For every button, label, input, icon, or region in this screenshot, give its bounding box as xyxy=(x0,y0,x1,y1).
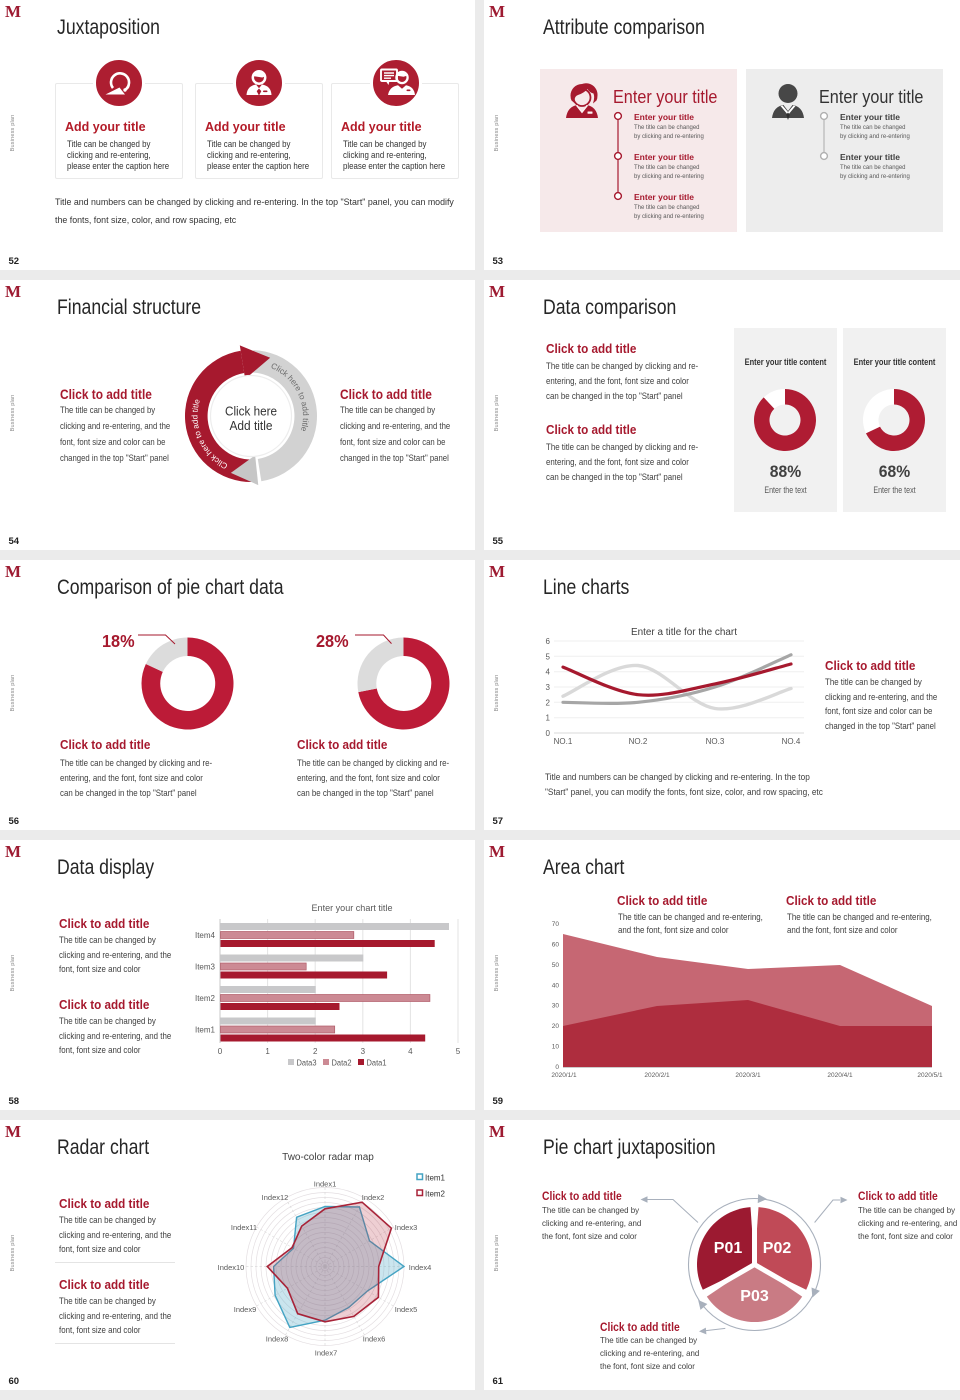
svg-text:P01: P01 xyxy=(714,1240,743,1257)
svg-text:Item4: Item4 xyxy=(195,931,216,940)
svg-text:Index10: Index10 xyxy=(218,1263,245,1272)
svg-text:Item1: Item1 xyxy=(425,1174,446,1183)
svg-text:30: 30 xyxy=(552,1003,560,1010)
svg-text:2020/4/1: 2020/4/1 xyxy=(827,1072,853,1079)
svg-text:Index1: Index1 xyxy=(314,1180,337,1189)
svg-text:Index5: Index5 xyxy=(395,1305,418,1314)
svg-text:1: 1 xyxy=(546,714,551,723)
svg-text:5: 5 xyxy=(546,652,551,661)
svg-text:2020/3/1: 2020/3/1 xyxy=(735,1072,761,1079)
svg-text:60: 60 xyxy=(552,941,560,948)
svg-text:Index2: Index2 xyxy=(362,1193,385,1202)
svg-text:0: 0 xyxy=(546,729,551,738)
svg-text:P02: P02 xyxy=(763,1240,792,1257)
svg-text:3: 3 xyxy=(361,1047,366,1056)
svg-text:2020/1/1: 2020/1/1 xyxy=(551,1072,577,1079)
svg-text:NO.1: NO.1 xyxy=(554,737,573,746)
svg-text:Enter a title for the chart: Enter a title for the chart xyxy=(631,627,737,638)
svg-text:Data3: Data3 xyxy=(297,1059,318,1068)
svg-text:2020/2/1: 2020/2/1 xyxy=(644,1072,670,1079)
svg-text:Index3: Index3 xyxy=(395,1223,418,1232)
svg-text:50: 50 xyxy=(552,962,560,969)
svg-text:Item2: Item2 xyxy=(195,994,216,1003)
svg-text:5: 5 xyxy=(456,1047,461,1056)
svg-text:70: 70 xyxy=(552,921,560,928)
svg-text:2: 2 xyxy=(313,1047,318,1056)
svg-text:Index8: Index8 xyxy=(266,1335,289,1344)
svg-text:Index6: Index6 xyxy=(363,1335,386,1344)
svg-text:1: 1 xyxy=(265,1047,270,1056)
svg-text:6: 6 xyxy=(546,637,551,646)
svg-text:Click here: Click here xyxy=(225,404,277,419)
svg-text:NO.2: NO.2 xyxy=(629,737,648,746)
svg-text:Index9: Index9 xyxy=(234,1305,257,1314)
svg-text:Item2: Item2 xyxy=(425,1190,446,1199)
svg-text:Item3: Item3 xyxy=(195,963,216,972)
svg-text:Index12: Index12 xyxy=(262,1193,289,1202)
svg-text:4: 4 xyxy=(408,1047,413,1056)
svg-text:Add title: Add title xyxy=(230,418,273,433)
svg-text:Enter your chart title: Enter your chart title xyxy=(312,903,393,914)
svg-text:2: 2 xyxy=(546,698,551,707)
svg-text:0: 0 xyxy=(218,1047,223,1056)
svg-text:NO.4: NO.4 xyxy=(782,737,801,746)
svg-text:20: 20 xyxy=(552,1023,560,1030)
svg-text:NO.3: NO.3 xyxy=(706,737,725,746)
svg-text:P03: P03 xyxy=(740,1288,769,1305)
svg-text:Index7: Index7 xyxy=(315,1349,338,1358)
svg-text:Item1: Item1 xyxy=(195,1026,216,1035)
svg-text:0: 0 xyxy=(555,1064,559,1071)
svg-text:40: 40 xyxy=(552,982,560,989)
svg-text:Data1: Data1 xyxy=(367,1059,388,1068)
svg-text:Index11: Index11 xyxy=(231,1223,257,1232)
svg-text:Index4: Index4 xyxy=(409,1263,432,1272)
svg-text:4: 4 xyxy=(546,668,551,677)
svg-text:2020/5/1: 2020/5/1 xyxy=(917,1072,943,1079)
svg-text:10: 10 xyxy=(552,1044,560,1051)
svg-text:Data2: Data2 xyxy=(332,1059,353,1068)
svg-text:Two-color radar map: Two-color radar map xyxy=(282,1152,374,1163)
svg-text:3: 3 xyxy=(546,683,551,692)
